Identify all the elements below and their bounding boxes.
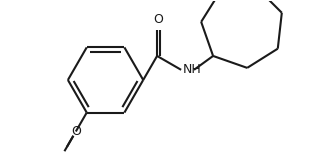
Text: O: O xyxy=(71,125,81,138)
Text: O: O xyxy=(154,13,164,26)
Text: NH: NH xyxy=(183,63,202,76)
